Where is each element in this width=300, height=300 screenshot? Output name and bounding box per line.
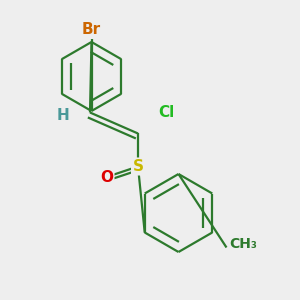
Text: CH₃: CH₃ — [230, 238, 257, 251]
Text: Cl: Cl — [158, 105, 175, 120]
Text: S: S — [133, 159, 143, 174]
Text: H: H — [57, 108, 69, 123]
Text: Br: Br — [82, 22, 101, 38]
Text: O: O — [100, 169, 113, 184]
